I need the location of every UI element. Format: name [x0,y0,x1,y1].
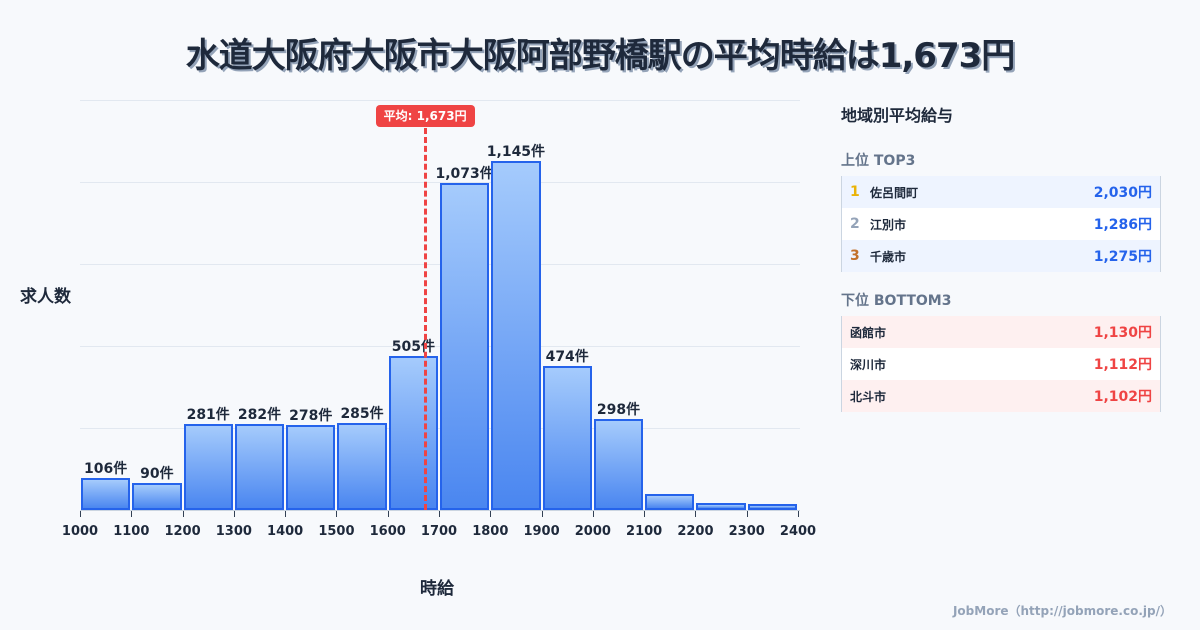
y-axis-label: 求人数 [20,287,71,307]
histogram-bar [440,182,490,510]
bar-value-label: 298件 [596,402,641,419]
panel-title: 地域別平均給与 [841,106,954,125]
x-tick-label: 1500 [318,524,355,539]
average-badge: 平均: 1,673円 [375,105,475,127]
rank-number: 2 [850,216,860,232]
histogram-bar [542,365,592,510]
bar-value-label: 278件 [289,408,333,425]
rank-number: 1 [850,184,860,200]
gridline [80,100,800,101]
bottom3-row: 北斗市 1,102円 [842,380,1160,412]
x-tick [798,511,799,517]
top3-row: 3 千歳市 1,275円 [842,240,1160,272]
bar-value-label: 90件 [140,465,174,482]
bar-value-label: 285件 [340,406,384,423]
x-tick [285,511,287,517]
x-tick-label: 1400 [267,524,304,539]
histogram-bar [183,424,233,510]
x-tick-label: 2000 [574,524,611,539]
x-tick [490,511,492,517]
bottom3-title: 下位 BOTTOM3 [841,293,952,309]
region-name: 佐呂間町 [870,185,919,200]
bar-value-label: 1,073件 [435,165,494,182]
x-tick [592,511,594,517]
bar-value-label: 106件 [84,460,128,477]
x-tick [695,511,697,517]
region-value: 2,030円 [1093,185,1152,201]
x-tick-label: 2200 [677,524,714,539]
histogram-bar [747,503,797,510]
x-tick-label: 1600 [369,524,406,539]
footer-credit: JobMore（http://jobmore.co.jp/） [952,604,1172,618]
region-value: 1,286円 [1093,217,1152,233]
x-tick [746,511,748,517]
rank-number: 3 [850,248,860,264]
region-name: 千歳市 [870,249,907,264]
bottom3-table: 函館市 1,130円 深川市 1,112円 北斗市 1,102円 [841,316,1161,412]
bottom3-row: 深川市 1,112円 [842,348,1160,380]
x-tick-label: 2300 [728,524,765,539]
region-name: 函館市 [850,325,887,340]
bar-value-label: 1,145件 [486,144,546,160]
x-tick [80,511,81,517]
bottom3-row: 函館市 1,130円 [842,316,1160,348]
x-axis-label: 時給 [420,579,454,599]
x-tick [644,511,646,517]
average-line [424,128,428,510]
x-tick [233,511,235,517]
top3-title: 上位 TOP3 [841,153,916,169]
region-value: 1,112円 [1093,357,1152,373]
bar-value-label: 474件 [545,348,589,365]
histogram-bar [234,424,285,510]
region-value: 1,102円 [1093,389,1152,405]
gridline [80,182,800,183]
histogram-bar [491,161,541,510]
x-tick [131,511,133,517]
x-tick-label: 2100 [626,524,663,539]
x-tick-label: 1900 [523,524,560,539]
x-tick-label: 1100 [113,524,150,539]
bar-value-label: 282件 [237,407,282,424]
x-tick-label: 1000 [61,524,99,539]
region-name: 深川市 [850,357,887,372]
x-tick [439,511,440,517]
x-tick-label: 1300 [215,524,252,539]
histogram-bar [388,356,438,510]
region-value: 1,130円 [1093,325,1152,341]
x-tick [182,511,184,517]
x-tick [541,511,543,517]
x-tick-label: 1700 [420,524,458,539]
histogram-bar [645,494,695,510]
region-name: 北斗市 [850,389,887,404]
top3-row: 1 佐呂間町 2,030円 [842,176,1160,208]
top3-table: 1 佐呂間町 2,030円 2 江別市 1,286円 3 千歳市 1,275円 [841,176,1161,272]
x-tick-label: 1800 [472,524,509,539]
histogram-bar [132,482,182,510]
region-value: 1,275円 [1093,249,1152,265]
top3-row: 2 江別市 1,286円 [842,208,1160,240]
regional-salary-panel: 地域別平均給与 上位 TOP3 1 佐呂間町 2,030円 2 江別市 1,28… [841,100,1161,412]
bar-value-label: 281件 [186,407,230,424]
x-tick [336,511,338,517]
histogram-bar [593,419,644,510]
page-title: 水道大阪府大阪市大阪阿部野橋駅の平均時給は1,673円 [185,36,1016,76]
x-tick [387,511,389,517]
histogram-bar [696,502,746,510]
x-tick-label: 2400 [779,524,817,539]
histogram-bar [286,425,336,510]
histogram-bar [81,477,131,510]
x-axis-line [80,510,800,511]
x-tick-label: 1200 [164,524,201,539]
region-name: 江別市 [870,217,907,232]
histogram-bar [337,423,387,510]
histogram-chart: 106件 90件 281件 282件 278件 285件 505件 1,073件 1,145件 4… [20,100,817,599]
